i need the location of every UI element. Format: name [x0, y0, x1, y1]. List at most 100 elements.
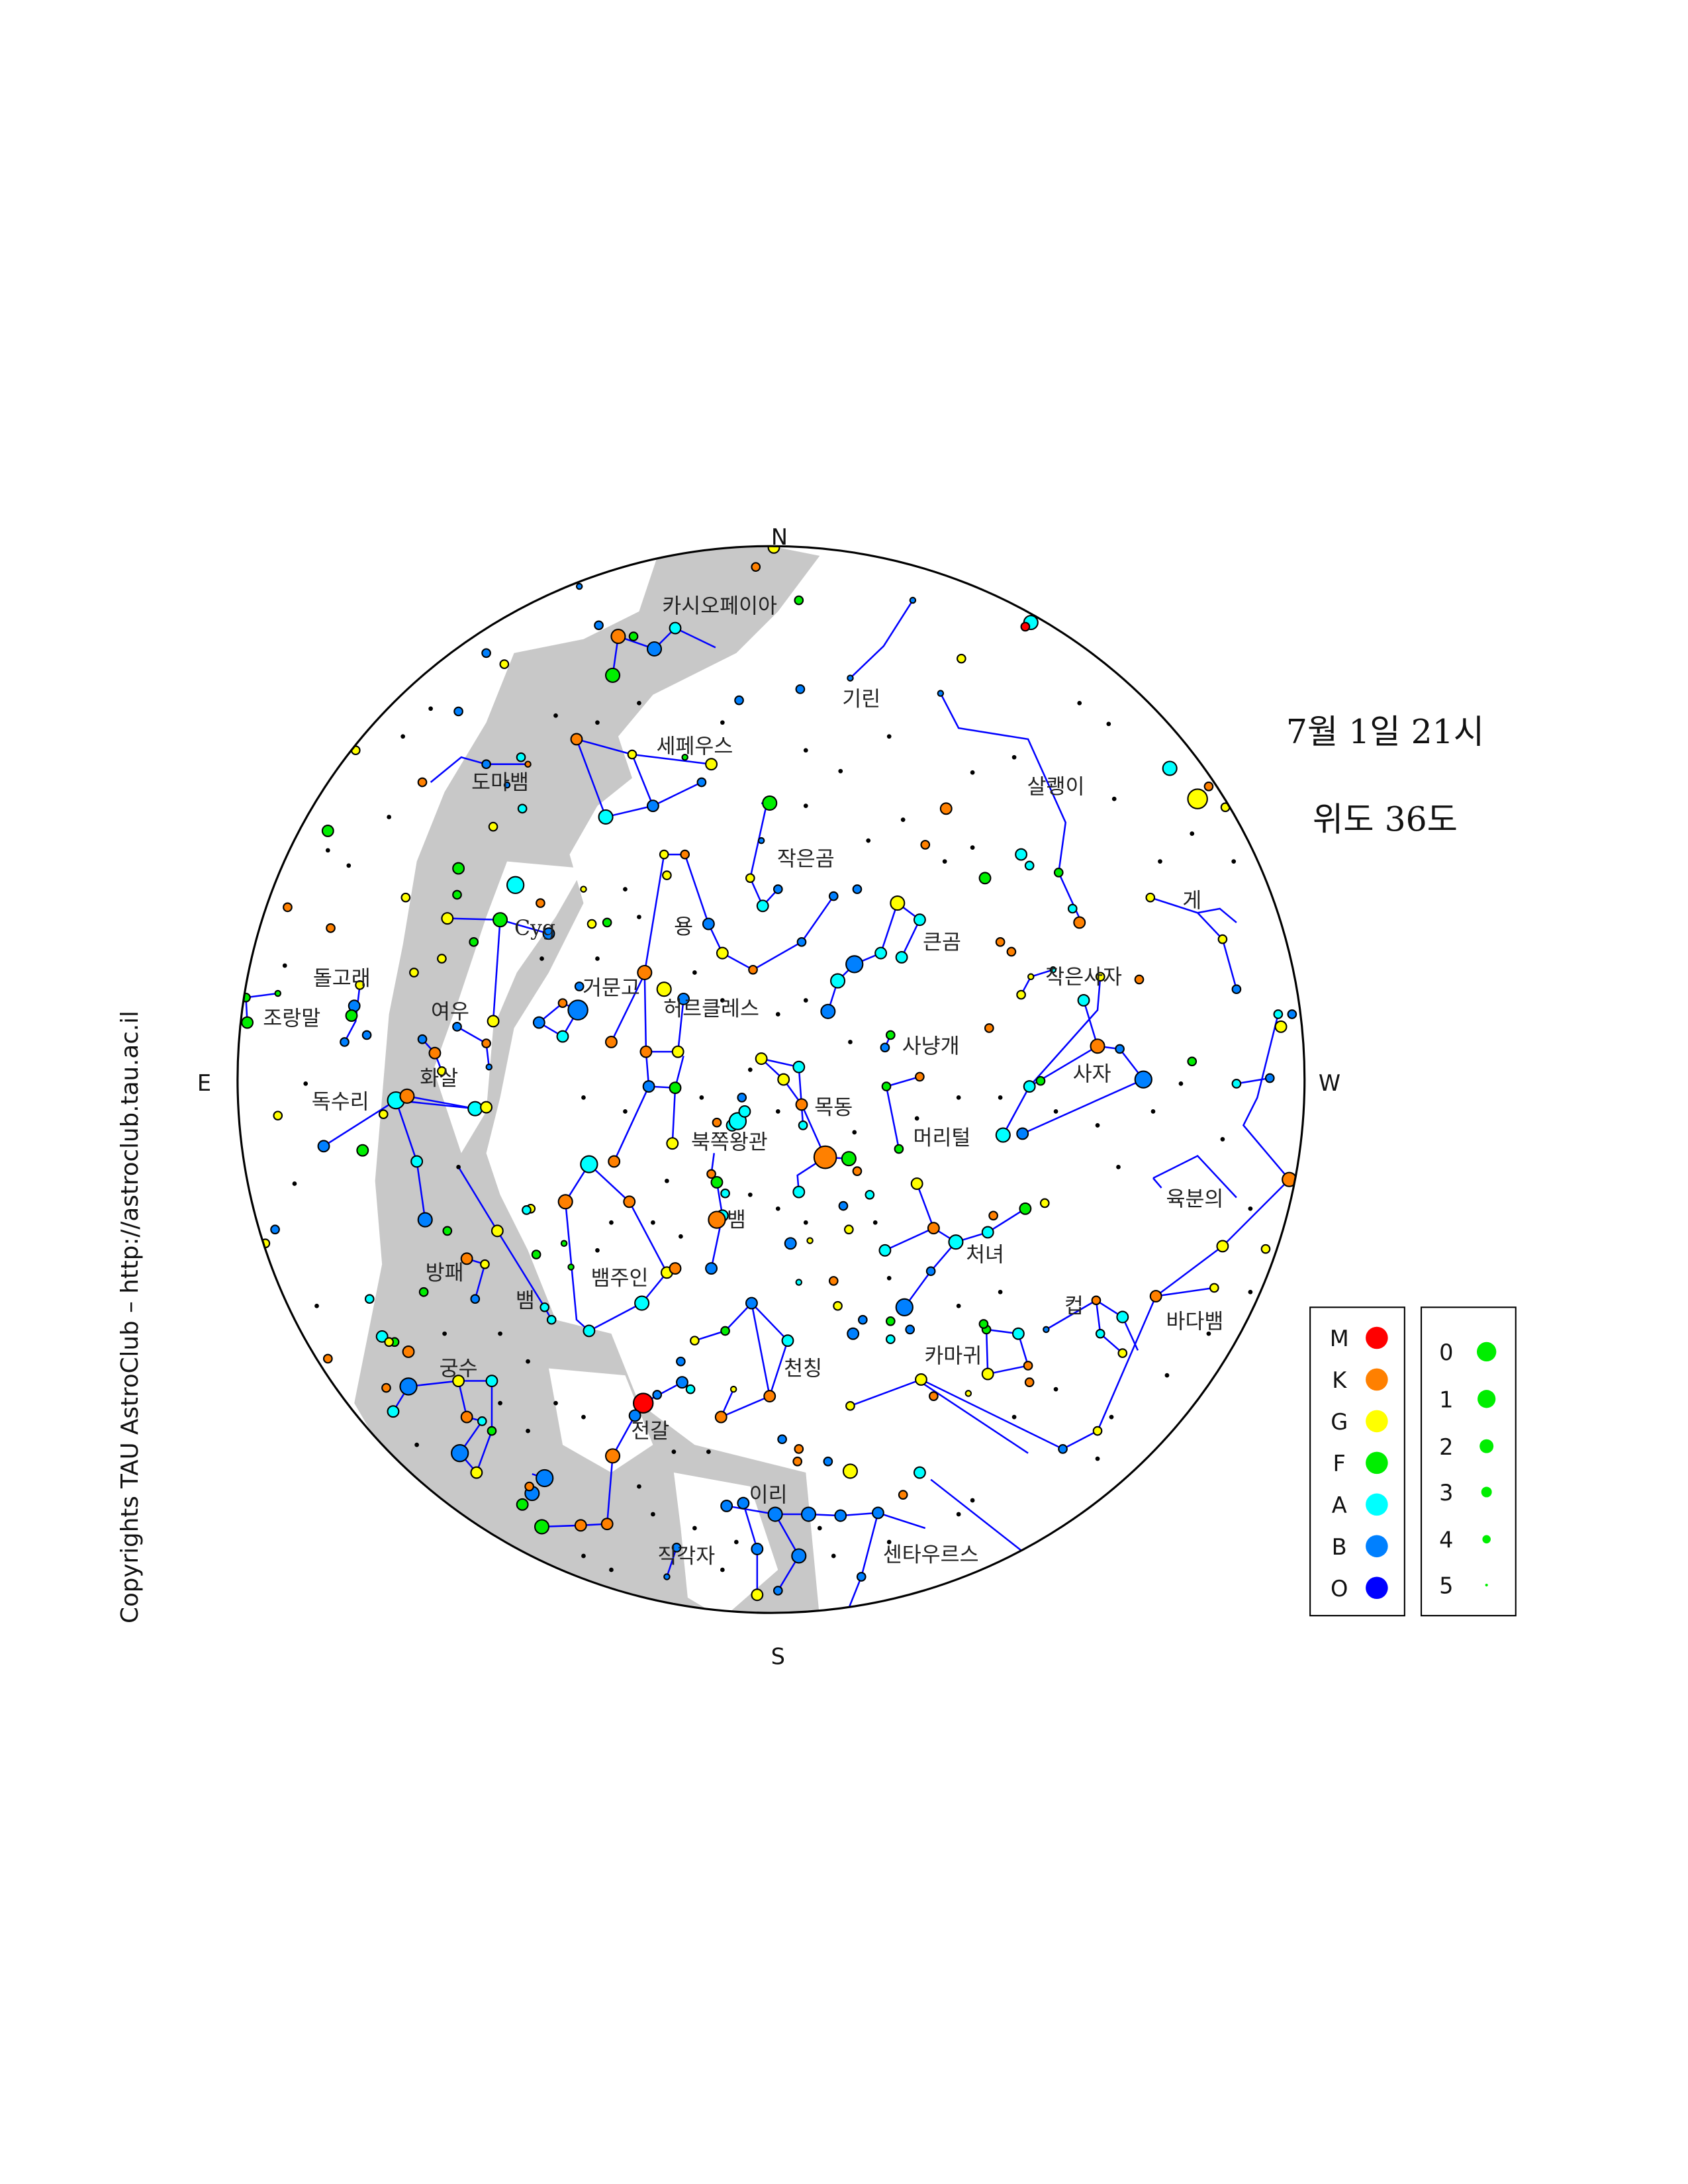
star — [937, 690, 945, 697]
spectral-class-label: B — [1332, 1534, 1347, 1560]
star — [1023, 1361, 1033, 1371]
star — [706, 1169, 716, 1179]
star — [410, 1155, 424, 1168]
star — [526, 1428, 530, 1433]
star — [848, 1040, 853, 1044]
star — [491, 1224, 504, 1238]
star — [652, 1390, 663, 1400]
star — [964, 1390, 972, 1397]
star — [838, 768, 843, 774]
north-label: N — [771, 524, 788, 550]
star — [895, 950, 908, 964]
star — [978, 1319, 989, 1329]
star — [1039, 1198, 1050, 1208]
star — [773, 884, 783, 894]
star — [712, 1117, 722, 1128]
star — [927, 1222, 940, 1235]
star — [1006, 946, 1017, 957]
star — [890, 895, 906, 911]
constellation-line — [694, 1302, 789, 1418]
star — [451, 1444, 469, 1463]
star — [1058, 1444, 1068, 1454]
star — [428, 1498, 433, 1503]
spectral-class-swatch — [1366, 1368, 1388, 1391]
star — [998, 1095, 1003, 1100]
star — [516, 1498, 529, 1511]
star — [534, 1519, 550, 1535]
star — [781, 1334, 794, 1347]
star — [1024, 860, 1035, 871]
star — [665, 1178, 669, 1183]
constellation-line — [726, 1505, 926, 1529]
star — [998, 1289, 1003, 1295]
star — [526, 1359, 530, 1364]
star — [767, 546, 780, 554]
star — [737, 1496, 750, 1510]
star — [751, 562, 761, 572]
star — [594, 620, 604, 631]
constellation-line — [1045, 1299, 1139, 1351]
star — [847, 674, 854, 682]
magnitude-label: 4 — [1439, 1527, 1453, 1553]
star — [763, 1390, 776, 1403]
star — [874, 946, 888, 960]
star — [452, 862, 465, 875]
star — [384, 1337, 394, 1347]
star — [1162, 760, 1178, 776]
star — [567, 999, 588, 1021]
star — [745, 873, 755, 884]
star — [833, 1300, 843, 1311]
star — [485, 1375, 498, 1387]
star — [356, 1144, 369, 1157]
star — [575, 582, 583, 590]
star — [539, 956, 544, 961]
star — [942, 859, 947, 864]
star — [480, 1101, 493, 1114]
star — [910, 1177, 923, 1190]
star — [481, 648, 491, 659]
star — [417, 777, 428, 788]
star — [375, 1330, 389, 1343]
star — [1090, 1038, 1105, 1054]
star — [865, 1189, 875, 1200]
star — [623, 1195, 636, 1208]
star — [866, 838, 871, 843]
star — [834, 1509, 847, 1522]
constellation-line — [671, 1087, 677, 1144]
star — [806, 1237, 814, 1244]
star — [499, 659, 510, 669]
star — [692, 970, 697, 975]
constellation-line — [886, 1075, 920, 1087]
star — [628, 631, 639, 641]
star — [634, 1295, 650, 1311]
star — [845, 1400, 855, 1411]
magnitude-label: 5 — [1439, 1573, 1453, 1599]
star — [659, 849, 669, 860]
star — [920, 840, 931, 850]
star — [784, 1237, 797, 1250]
star — [639, 1045, 653, 1058]
star — [460, 1410, 473, 1424]
star — [856, 1572, 867, 1582]
constellation-label: 컵 — [1064, 1295, 1084, 1318]
constellation-line — [1022, 1078, 1144, 1135]
star — [1164, 1373, 1170, 1378]
star — [777, 1073, 790, 1086]
spectral-class-swatch — [1366, 1451, 1388, 1475]
constellation-label: 게 — [1182, 889, 1201, 913]
star — [857, 1314, 868, 1325]
star — [484, 1539, 489, 1545]
star — [762, 795, 778, 811]
star — [556, 1030, 569, 1043]
star — [669, 1262, 682, 1275]
star — [1187, 1056, 1197, 1067]
magnitude-swatch — [1479, 1439, 1494, 1453]
star — [813, 1145, 837, 1169]
star — [282, 963, 287, 968]
star — [1287, 1009, 1297, 1019]
star — [828, 1276, 839, 1286]
constellation-label: 조랑말 — [263, 1007, 320, 1030]
star — [828, 891, 839, 901]
star — [524, 1481, 534, 1492]
star — [417, 1034, 428, 1044]
